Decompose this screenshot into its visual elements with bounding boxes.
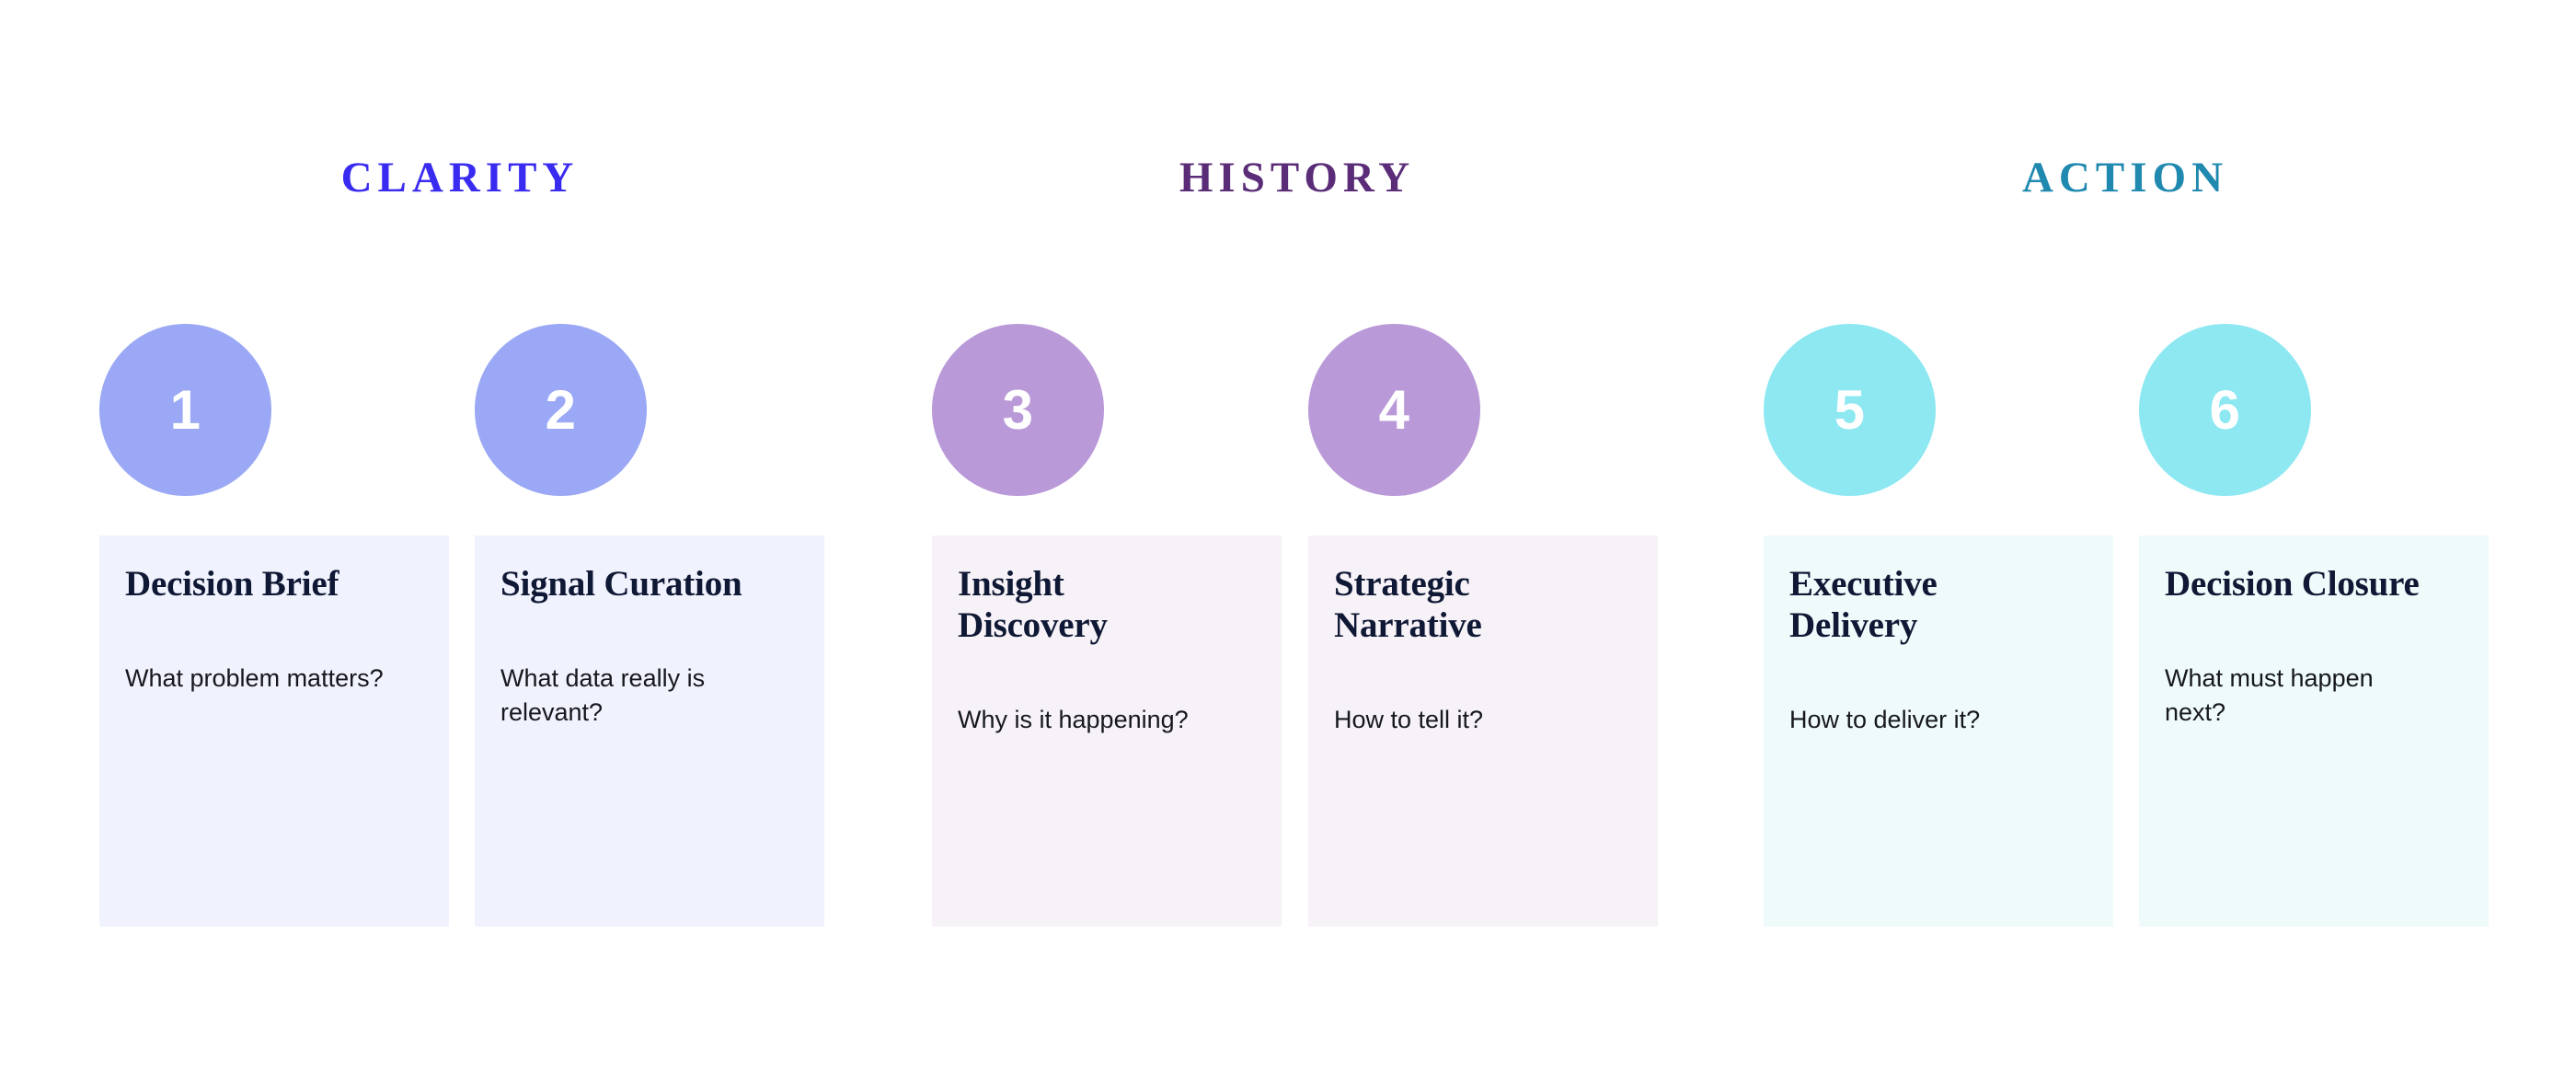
step-2-question: What data really is relevant?: [500, 664, 706, 727]
step-4-card[interactable]: Strategic Narrative How to tell it?: [1308, 536, 1658, 927]
step-5-question: How to deliver it?: [1789, 706, 1981, 734]
group-header-clarity-label: CLARITY: [340, 154, 580, 202]
step-1-number: 1: [169, 378, 201, 441]
group-header-history-label: HISTORY: [1179, 154, 1416, 202]
step-4-question: How to tell it?: [1334, 706, 1484, 734]
step-5-card[interactable]: Executive Delivery How to deliver it?: [1764, 536, 2113, 927]
step-6-number-badge[interactable]: 6: [2139, 324, 2311, 496]
step-3: 3 Insight Discovery Why is it happening?: [932, 324, 1282, 927]
step-6-title: Decision Closure: [2165, 564, 2420, 604]
step-2-card[interactable]: Signal Curation What data really is rele…: [475, 536, 824, 927]
step-5-number: 5: [1834, 378, 1866, 441]
step-1: 1 Decision Brief What problem matters?: [99, 324, 449, 927]
step-3-number-badge[interactable]: 3: [932, 324, 1104, 496]
step-5-number-badge[interactable]: 5: [1764, 324, 1936, 496]
step-1-title: Decision Brief: [125, 564, 339, 604]
group-header-action-label: ACTION: [2021, 154, 2229, 202]
step-4-number: 4: [1378, 378, 1410, 441]
step-1-number-badge[interactable]: 1: [99, 324, 271, 496]
step-2-number: 2: [545, 378, 577, 441]
step-2-title: Signal Curation: [500, 564, 742, 604]
step-5: 5 Executive Delivery How to deliver it?: [1764, 324, 2113, 927]
step-3-question: Why is it happening?: [958, 706, 1189, 734]
step-4: 4 Strategic Narrative How to tell it?: [1308, 324, 1658, 927]
step-2: 2 Signal Curation What data really is re…: [475, 324, 824, 927]
group-header-action: ACTION: [1877, 154, 2374, 202]
step-1-question: What problem matters?: [125, 664, 384, 693]
step-6-question: What must happen next?: [2165, 664, 2374, 727]
group-header-clarity: CLARITY: [212, 154, 708, 202]
step-3-number: 3: [1002, 378, 1034, 441]
step-3-title: Insight Discovery: [958, 564, 1108, 646]
step-6-card[interactable]: Decision Closure What must happen next?: [2139, 536, 2489, 927]
step-4-title: Strategic Narrative: [1334, 564, 1482, 646]
step-4-number-badge[interactable]: 4: [1308, 324, 1480, 496]
step-1-card[interactable]: Decision Brief What problem matters?: [99, 536, 449, 927]
step-3-card[interactable]: Insight Discovery Why is it happening?: [932, 536, 1282, 927]
step-6: 6 Decision Closure What must happen next…: [2139, 324, 2489, 927]
step-2-number-badge[interactable]: 2: [475, 324, 647, 496]
group-header-history: HISTORY: [1049, 154, 1546, 202]
step-6-number: 6: [2209, 378, 2241, 441]
step-5-title: Executive Delivery: [1789, 564, 1938, 646]
